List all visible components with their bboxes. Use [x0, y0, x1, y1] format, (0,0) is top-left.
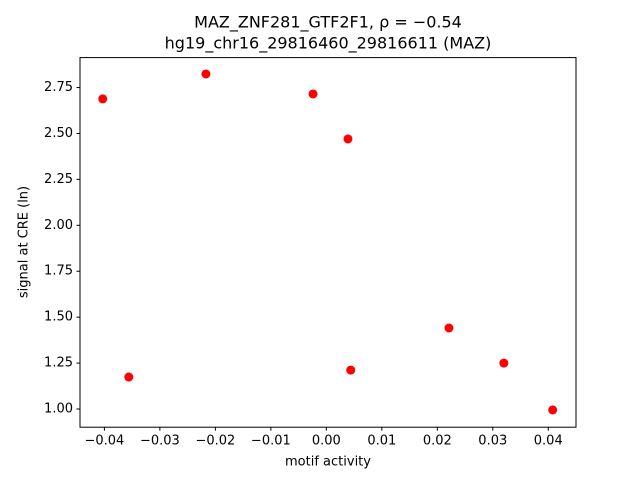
- y-axis-label: signal at CRE (ln): [17, 186, 32, 298]
- y-tick-label: 2.50: [44, 126, 73, 141]
- x-tick-label: 0.03: [478, 434, 507, 449]
- chart-title: MAZ_ZNF281_GTF2F1, ρ = −0.54: [194, 13, 462, 33]
- y-tick-label: 1.50: [44, 310, 73, 325]
- scatter-point: [444, 323, 454, 333]
- scatter-point: [499, 358, 509, 368]
- scatter-point: [343, 134, 353, 144]
- x-tick-label: −0.01: [251, 434, 291, 449]
- x-tick-label: 0.02: [423, 434, 452, 449]
- x-tick-label: 0.00: [312, 434, 341, 449]
- scatter-point: [124, 372, 134, 382]
- scatter-point: [201, 69, 211, 79]
- y-tick-label: 2.00: [44, 218, 73, 233]
- plot-frame: [79, 57, 577, 428]
- scatter-point: [308, 89, 318, 99]
- x-tick-label: −0.02: [195, 434, 235, 449]
- scatter-point: [98, 94, 108, 104]
- x-tick-label: −0.03: [140, 434, 180, 449]
- x-tick-label: −0.04: [84, 434, 124, 449]
- y-tick-label: 1.75: [44, 264, 73, 279]
- x-tick-label: 0.04: [534, 434, 563, 449]
- y-tick-label: 1.25: [44, 356, 73, 371]
- chart-subtitle: hg19_chr16_29816460_29816611 (MAZ): [165, 34, 492, 54]
- y-tick-label: 1.00: [44, 402, 73, 417]
- x-axis-label: motif activity: [285, 455, 371, 470]
- scatter-point: [548, 405, 558, 415]
- y-tick-label: 2.75: [44, 80, 73, 95]
- y-tick-label: 2.25: [44, 172, 73, 187]
- scatter-point: [346, 365, 356, 375]
- x-tick-label: 0.01: [367, 434, 396, 449]
